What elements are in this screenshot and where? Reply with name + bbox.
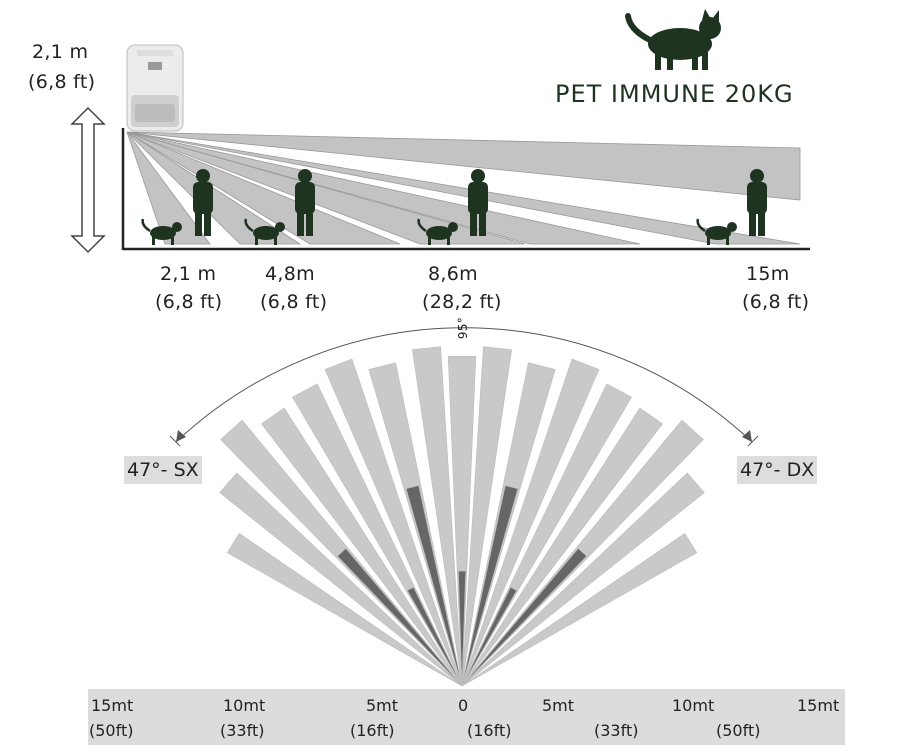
fan-beam-7: [368, 362, 463, 687]
fan-beam-dark-15: [466, 548, 588, 681]
cat-icon-3: [417, 218, 458, 245]
side-beam-close: [126, 131, 211, 245]
scale-label-1-top: 10mt: [223, 696, 266, 715]
side-beam-near: [126, 131, 302, 245]
scale-label-0-top: 15mt: [91, 696, 134, 715]
side-beam-far-top: [126, 131, 801, 201]
fan-beam-17: [461, 533, 698, 687]
cat-logo-icon: [625, 9, 721, 70]
scale-label-1-bottom: (33ft): [220, 721, 265, 740]
sensor-height-m: 2,1 m: [32, 41, 89, 63]
scale-label-4-top: 5mt: [542, 696, 575, 715]
fan-beam-4: [261, 407, 463, 687]
fan-beam-dark-13: [465, 586, 518, 680]
cat-icon-2: [244, 218, 285, 245]
person-icon-4: [747, 169, 767, 236]
top-view-fan-beams: [219, 346, 705, 687]
fan-beam-10: [461, 346, 513, 687]
fan-beam-9: [447, 355, 477, 687]
side-view-beams: [126, 131, 801, 245]
fan-beam-dark-5: [406, 586, 459, 680]
angle-right-label: 47°- DX: [737, 456, 818, 484]
scale-label-5-top: 10mt: [672, 696, 715, 715]
fan-beam-2: [219, 472, 463, 687]
fan-beam-12: [461, 358, 600, 687]
distance-3-m: 8,6m: [428, 263, 478, 285]
fan-beam-16: [461, 472, 705, 687]
fan-beam-dark-11: [463, 485, 519, 679]
angle-total-label: 95°: [456, 316, 471, 340]
side-beam-far-low: [126, 131, 801, 245]
distance-scale-bar: [88, 689, 845, 745]
scale-label-5-bottom: (50ft): [716, 721, 761, 740]
motion-sensor-device: [126, 44, 184, 132]
distance-2-m: 4,8m: [265, 263, 315, 285]
person-silhouettes: [193, 169, 767, 236]
fan-beam-dark-9: [458, 570, 466, 679]
side-beam-near-mid: [126, 131, 401, 245]
distance-3-ft: (28,2 ft): [422, 291, 502, 313]
cat-icon-1: [141, 218, 182, 245]
side-beam-mid: [126, 131, 526, 245]
fan-beam-14: [461, 407, 663, 687]
scale-label-6-top: 15mt: [797, 696, 840, 715]
scale-label-2-bottom: (16ft): [350, 721, 395, 740]
page-title: PET IMMUNE 20KG: [555, 80, 794, 108]
angle-left-label: 47°- SX: [124, 456, 202, 484]
cat-icon-4: [696, 218, 737, 245]
scale-label-2-top: 5mt: [366, 696, 399, 715]
side-beam-mid-high: [126, 131, 641, 245]
person-icon-3: [468, 169, 488, 236]
fan-beam-dark-7: [405, 485, 461, 679]
distance-1-m: 2,1 m: [160, 263, 217, 285]
person-icon-1: [193, 169, 213, 236]
person-icon-2: [295, 169, 315, 236]
fan-beam-dark-3: [336, 548, 458, 681]
fan-beam-6: [324, 358, 463, 687]
angle-arc: [169, 327, 759, 447]
fan-beam-1: [226, 533, 463, 687]
fan-beam-11: [461, 362, 556, 687]
side-view-axes: [121, 128, 810, 251]
distance-2-ft: (6,8 ft): [260, 291, 328, 313]
sensor-height-ft: (6,8 ft): [28, 71, 96, 93]
scale-label-3-bottom: (16ft): [467, 721, 512, 740]
scale-label-3-top: 0: [458, 696, 469, 715]
height-arrow: [70, 106, 106, 254]
distance-4-m: 15m: [746, 263, 790, 285]
distance-4-ft: (6,8 ft): [742, 291, 810, 313]
scale-label-4-bottom: (33ft): [594, 721, 639, 740]
cat-silhouettes: [141, 218, 737, 245]
fan-beam-8: [411, 346, 463, 687]
distance-1-ft: (6,8 ft): [155, 291, 223, 313]
scale-label-0-bottom: (50ft): [89, 721, 134, 740]
